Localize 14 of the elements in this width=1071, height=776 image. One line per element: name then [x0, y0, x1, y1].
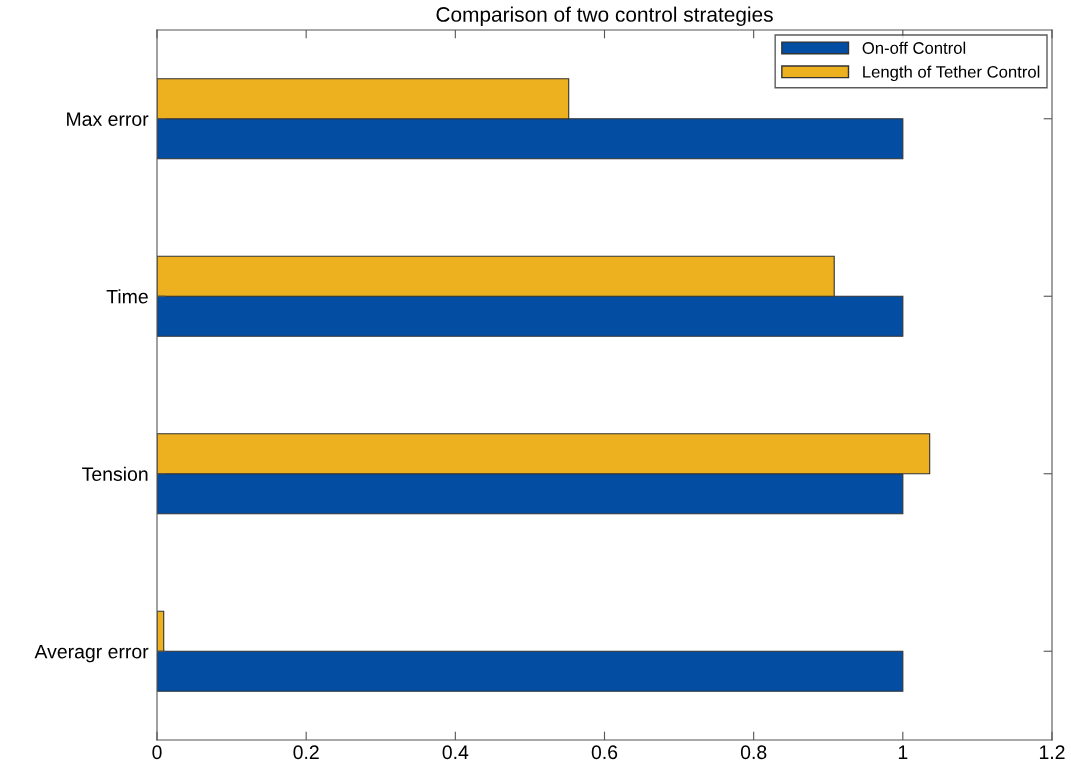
x-tick-label: 1	[898, 745, 908, 759]
legend-label: On-off Control	[862, 41, 966, 54]
x-tick-label: 1.2	[1039, 745, 1065, 759]
x-tick-label: 0	[152, 745, 162, 760]
y-tick-label: Averagr error	[34, 644, 149, 663]
x-tick-label: 0.4	[442, 745, 469, 760]
y-tick-label: Max error	[67, 112, 149, 126]
x-tick-label: 0.6	[591, 745, 618, 760]
chart-title: Comparison of two control strategies	[436, 6, 773, 26]
x-tick-label: 0.8	[740, 745, 767, 760]
y-tick-label: Tension	[82, 466, 148, 481]
legend-label: Length of Tether Control	[863, 65, 1040, 82]
y-tick-label: Time	[106, 289, 148, 304]
x-tick-label: 0.2	[293, 745, 319, 760]
